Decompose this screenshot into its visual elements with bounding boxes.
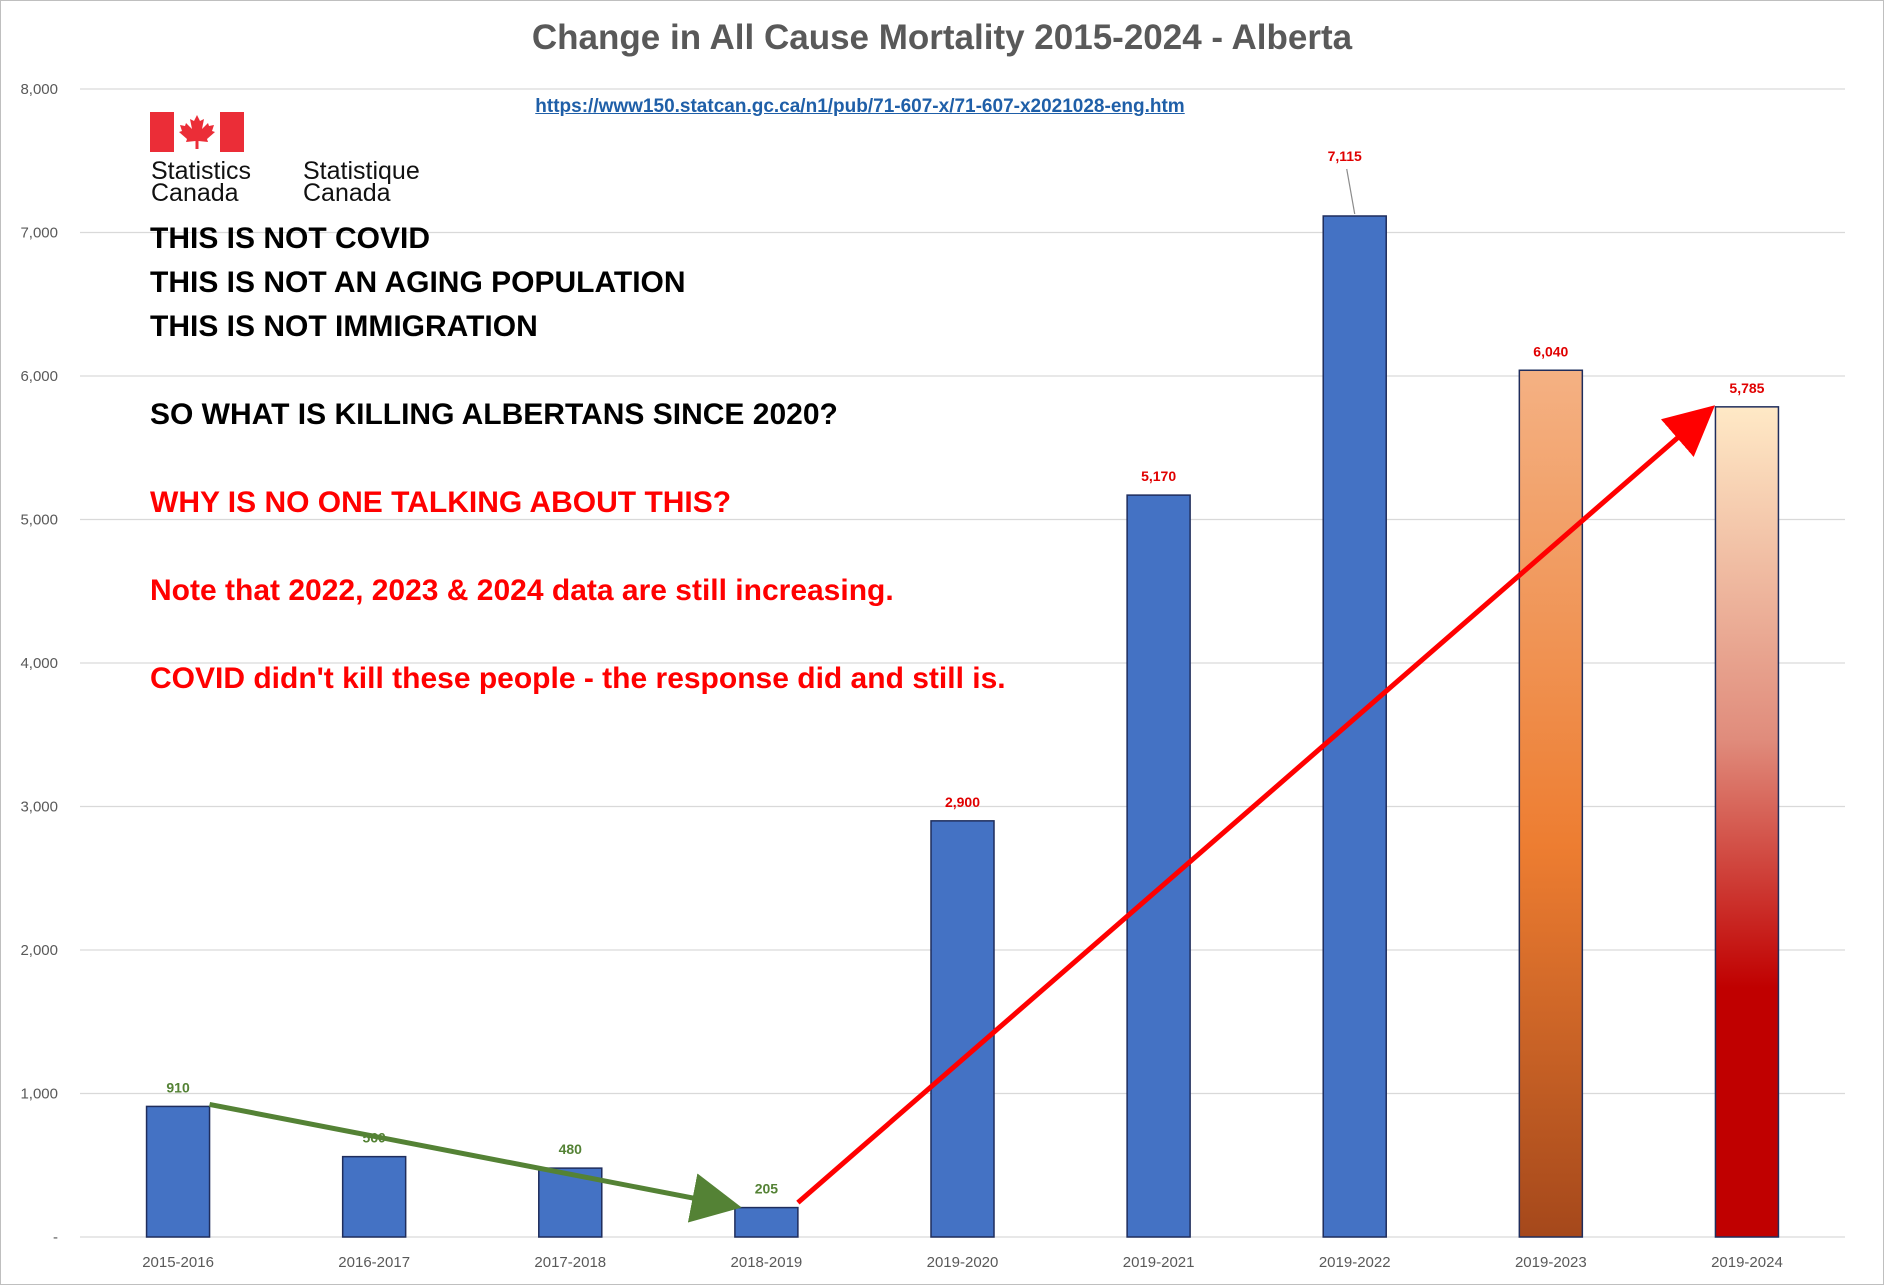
annotation-why: WHY IS NO ONE TALKING ABOUT THIS? [150,486,732,519]
bar-2016-2017 [341,1155,407,1238]
y-tick-label: 1,000 [20,1086,58,1103]
green-trend-arrow [209,1101,742,1223]
data-label: 480 [559,1141,583,1157]
x-tick-label: 2015-2016 [142,1254,214,1271]
annotation-not-aging: THIS IS NOT AN AGING POPULATION [150,266,686,299]
bar-2019-2024 [1714,406,1780,1238]
y-tick-label: 8,000 [20,81,58,98]
x-tick-label: 2017-2018 [534,1254,606,1271]
y-tick-label: 2,000 [20,942,58,959]
logo-english-line1: Statistics [151,157,252,185]
annotation-note: Note that 2022, 2023 & 2024 data are sti… [150,574,894,607]
y-tick-label: - [53,1229,58,1246]
logo-french-line2: Canada [303,179,391,207]
y-tick-label: 6,000 [20,368,58,385]
trend-arrows [209,405,1715,1223]
annotation-response: COVID didn't kill these people - the res… [150,662,1006,695]
logo-french-text: Statistique Canada [303,157,420,207]
bar-2015-2016 [145,1105,211,1238]
x-tick-label: 2019-2024 [1711,1254,1783,1271]
data-label: 205 [755,1181,779,1197]
data-label: 7,115 [1328,148,1362,164]
x-tick-label: 2019-2020 [927,1254,999,1271]
logo-french-line1: Statistique [303,157,420,185]
x-tick-label: 2016-2017 [338,1254,410,1271]
canada-flag-icon [150,112,244,152]
logo-english-text: Statistics Canada [151,157,252,207]
data-label: 5,170 [1141,468,1176,484]
bar-2018-2019 [734,1206,799,1238]
y-tick-label: 3,000 [20,799,58,816]
source-link[interactable]: https://www150.statcan.gc.ca/n1/pub/71-6… [535,96,1185,117]
bar-2019-2022 [1322,215,1387,1238]
bar-2019-2020 [930,820,995,1238]
y-axis: - 1,000 2,000 3,000 4,000 5,000 6,000 7,000 8,00… [20,81,58,1246]
x-tick-label: 2018-2019 [731,1254,803,1271]
statistics-canada-logo: Statistics Canada Statistique Canada [150,112,450,212]
y-tick-label: 5,000 [20,512,58,529]
data-label: 910 [166,1079,190,1095]
y-tick-label: 4,000 [20,655,58,672]
bars [145,215,1780,1238]
x-tick-label: 2019-2021 [1123,1254,1195,1271]
annotation-not-immigration: THIS IS NOT IMMIGRATION [150,310,538,343]
annotation-not-covid: THIS IS NOT COVID [150,222,431,255]
annotation-question: SO WHAT IS KILLING ALBERTANS SINCE 2020? [150,398,838,431]
data-label: 5,785 [1729,380,1764,396]
x-axis: 2015-2016 2016-2017 2017-2018 2018-2019 2019… [142,1254,1783,1271]
chart-title: Change in All Cause Mortality 2015-2024 … [531,18,1353,57]
red-trend-arrow [796,405,1715,1205]
data-label: 2,900 [945,794,980,810]
logo-english-line2: Canada [151,179,239,207]
bar-2019-2023 [1518,369,1584,1238]
data-label: 6,040 [1533,343,1568,359]
x-tick-label: 2019-2022 [1319,1254,1391,1271]
bar-2019-2021 [1126,494,1191,1238]
x-tick-label: 2019-2023 [1515,1254,1587,1271]
y-tick-label: 7,000 [20,225,58,242]
data-label-leader [1346,168,1356,215]
